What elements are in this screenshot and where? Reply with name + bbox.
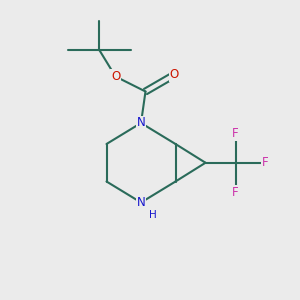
Text: F: F	[232, 185, 239, 199]
Text: O: O	[111, 70, 120, 83]
Text: N: N	[136, 116, 146, 130]
Text: H: H	[148, 210, 156, 220]
Text: F: F	[262, 156, 269, 169]
Text: N: N	[136, 196, 146, 209]
Text: F: F	[232, 127, 239, 140]
Text: O: O	[169, 68, 178, 82]
